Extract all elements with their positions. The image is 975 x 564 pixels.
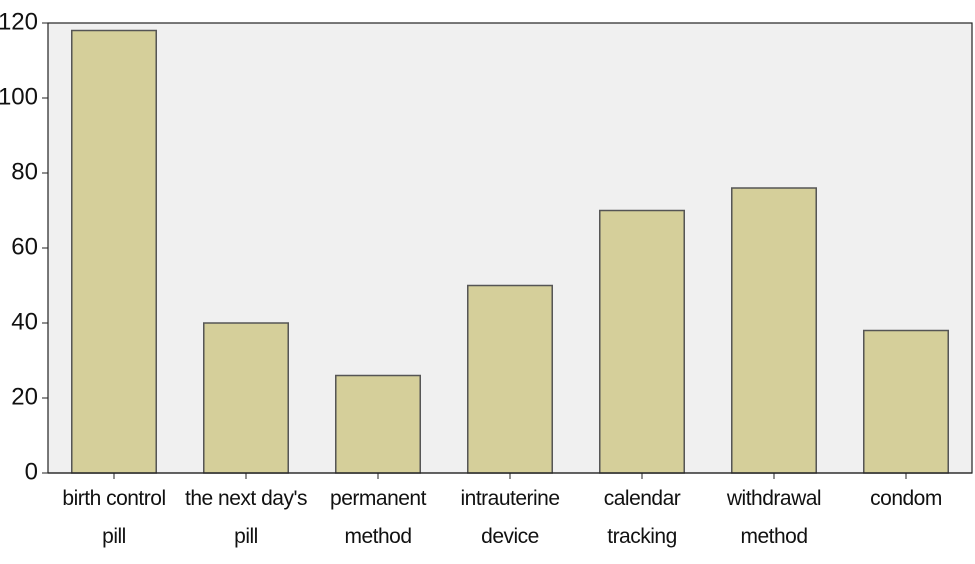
x-tick-label: condom: [870, 487, 942, 510]
bar: [71, 29, 157, 474]
x-tick-label: the next day's pill: [185, 487, 307, 548]
y-tick-label: 60: [11, 233, 38, 260]
y-tick-label: 20: [11, 383, 38, 410]
bar: [863, 329, 949, 474]
x-tick-label: calendar tracking: [603, 487, 681, 548]
bar: [203, 322, 289, 474]
bar: [731, 187, 817, 474]
x-tick-label: birth control pill: [62, 487, 166, 548]
y-tick-label: 100: [0, 83, 38, 110]
y-tick-label: 120: [0, 8, 38, 35]
x-tick-label: intrauterine device: [460, 487, 560, 548]
x-tick-label: permanent method: [330, 487, 426, 548]
y-tick-label: 80: [11, 158, 38, 185]
bar: [467, 284, 553, 474]
y-tick-label: 40: [11, 308, 38, 335]
y-tick-label: 0: [25, 458, 38, 485]
bar: [599, 209, 685, 474]
bar: [335, 374, 421, 474]
x-tick-label: withdrawal method: [726, 487, 822, 548]
